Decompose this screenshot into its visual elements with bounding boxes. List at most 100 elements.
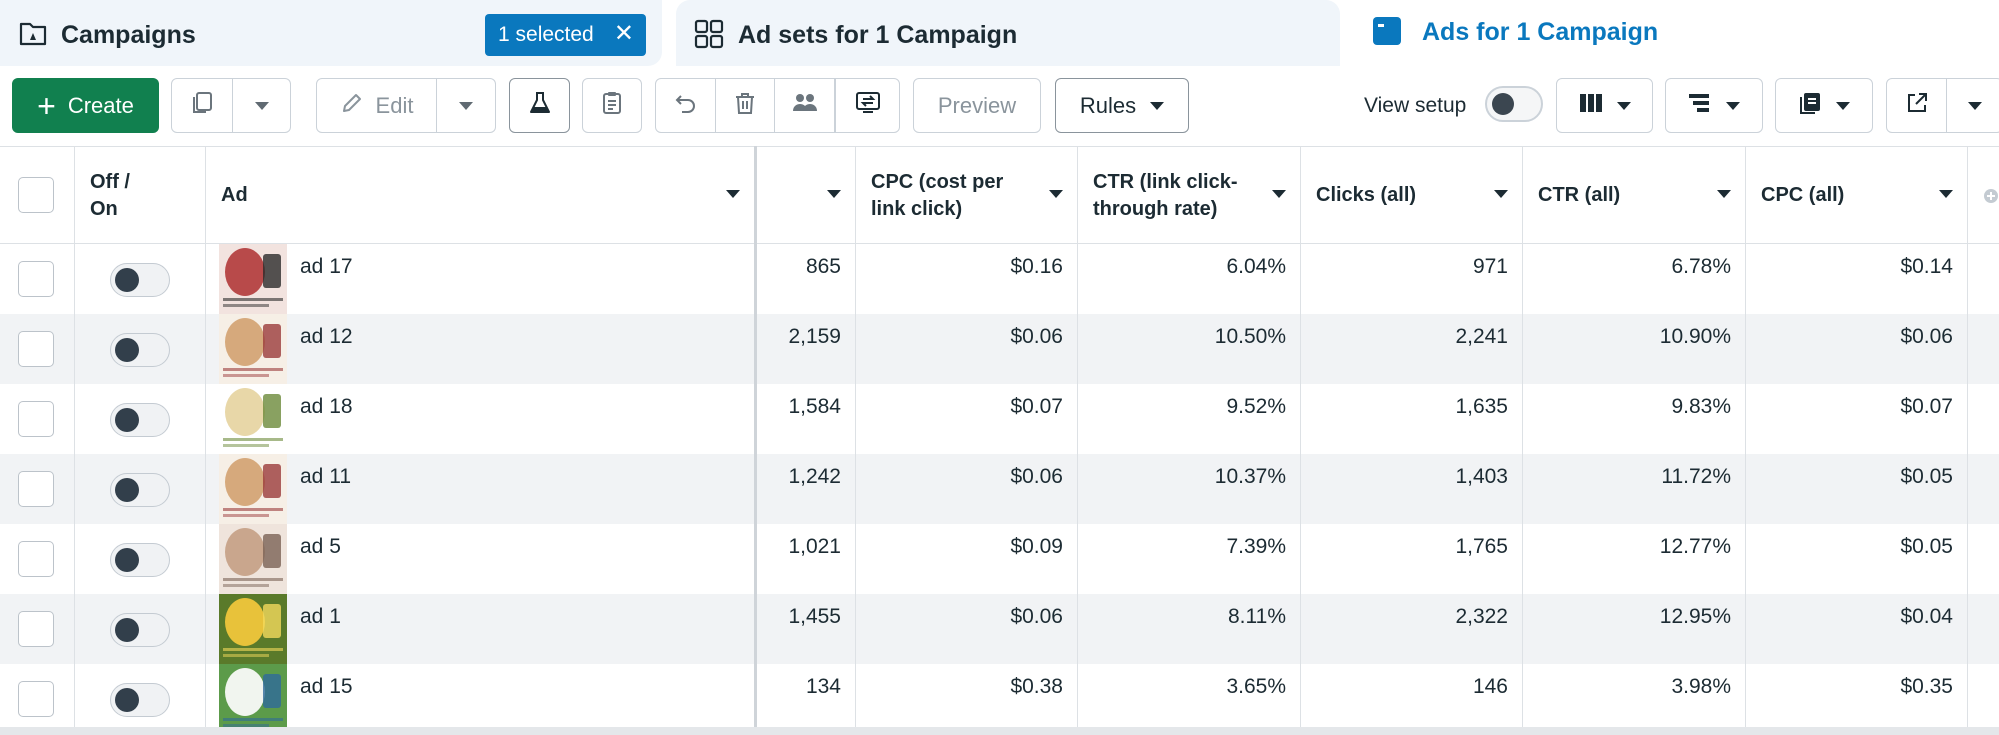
ad-thumbnail[interactable] xyxy=(219,594,287,664)
horizontal-scrollbar[interactable] xyxy=(0,727,1999,735)
row-checkbox[interactable] xyxy=(18,471,54,507)
table-row[interactable]: ad 12 2,159 $0.06 10.50% 2,241 10.90% $0.06 xyxy=(0,314,1999,384)
compare-button[interactable] xyxy=(835,78,900,133)
breakdown-button[interactable] xyxy=(1665,78,1763,133)
cell-ctr-link: 8.11% xyxy=(1228,605,1286,628)
ad-name-link[interactable]: ad 12 xyxy=(300,325,353,348)
header-off-on-line2: On xyxy=(90,197,118,220)
table-row[interactable]: ad 18 1,584 $0.07 9.52% 1,635 9.83% $0.07 xyxy=(0,384,1999,454)
header-ad[interactable]: Ad xyxy=(205,147,754,244)
ad-name-link[interactable]: ad 18 xyxy=(300,395,353,418)
ad-thumbnail[interactable] xyxy=(219,524,287,594)
cell-cpc-all: $0.07 xyxy=(1900,395,1953,418)
table-row[interactable]: ad 11 1,242 $0.06 10.37% 1,403 11.72% $0.05 xyxy=(0,454,1999,524)
header-cpc-all[interactable]: CPC (all) xyxy=(1745,147,1967,244)
header-off-on-line1: Off / xyxy=(90,170,130,193)
columns-button[interactable] xyxy=(1556,78,1653,133)
cell-clicks-all: 2,322 xyxy=(1455,605,1508,628)
reports-button[interactable] xyxy=(1775,78,1873,133)
ad-thumbnail[interactable] xyxy=(219,314,287,384)
preview-button[interactable]: Preview xyxy=(913,78,1041,133)
ad-name-link[interactable]: ad 11 xyxy=(300,465,351,488)
header-off-on[interactable]: Off / On xyxy=(74,147,205,244)
ad-status-toggle[interactable] xyxy=(110,543,170,577)
flag-folder-icon xyxy=(18,18,48,48)
cell-ctr-link: 10.37% xyxy=(1214,465,1286,488)
ad-status-toggle[interactable] xyxy=(110,403,170,437)
ad-name-link[interactable]: ad 17 xyxy=(300,255,353,278)
ad-status-toggle[interactable] xyxy=(110,613,170,647)
header-ad-label: Ad xyxy=(221,184,248,206)
export-button[interactable] xyxy=(1886,78,1947,133)
table-row[interactable]: ad 15 134 $0.38 3.65% 146 3.98% $0.35 xyxy=(0,664,1999,734)
select-all-checkbox[interactable] xyxy=(18,177,54,213)
table-row[interactable]: ad 17 865 $0.16 6.04% 971 6.78% $0.14 xyxy=(0,244,1999,314)
cell-cpc-link: $0.06 xyxy=(1010,325,1063,348)
chevron-down-icon xyxy=(1939,190,1953,198)
cell-cpc-all: $0.04 xyxy=(1900,605,1953,628)
cell-metric: 134 xyxy=(805,675,841,698)
column-divider xyxy=(74,146,75,735)
ad-thumbnail[interactable] xyxy=(219,454,287,524)
header-clicks-all[interactable]: Clicks (all) xyxy=(1300,147,1522,244)
audience-button[interactable] xyxy=(775,78,835,133)
table-row[interactable]: ad 5 1,021 $0.09 7.39% 1,765 12.77% $0.05 xyxy=(0,524,1999,594)
header-cpc-link[interactable]: CPC (cost per link click) xyxy=(855,147,1077,244)
ad-status-toggle[interactable] xyxy=(110,263,170,297)
export-dropdown[interactable] xyxy=(1947,78,1999,133)
tab-ad-sets[interactable]: Ad sets for 1 Campaign xyxy=(676,0,1340,66)
tab-ad-sets-label: Ad sets for 1 Campaign xyxy=(738,21,1018,49)
chevron-down-icon xyxy=(459,101,473,110)
rules-button[interactable]: Rules xyxy=(1055,78,1189,133)
chevron-down-icon xyxy=(1967,101,1982,110)
frozen-column-divider[interactable] xyxy=(754,146,757,735)
clear-selection-icon[interactable]: ✕ xyxy=(613,20,634,47)
row-checkbox[interactable] xyxy=(18,401,54,437)
tab-campaigns[interactable]: Campaigns 1 selected ✕ xyxy=(0,0,662,66)
tab-ads[interactable]: Ads for 1 Campaign xyxy=(1354,0,1999,66)
clipboard-button[interactable] xyxy=(582,78,642,133)
tab-campaigns-label: Campaigns xyxy=(61,21,196,49)
toggle-knob xyxy=(115,478,139,502)
column-divider xyxy=(1745,146,1746,735)
header-clicks-all-label: Clicks (all) xyxy=(1316,184,1417,206)
cell-metric: 1,242 xyxy=(788,465,841,488)
ad-thumbnail[interactable] xyxy=(219,244,287,314)
chevron-down-icon xyxy=(827,190,841,198)
header-ctr-link[interactable]: CTR (link click- through rate) xyxy=(1077,147,1300,244)
delete-button[interactable] xyxy=(716,78,775,133)
cell-ctr-all: 3.98% xyxy=(1671,675,1731,698)
row-checkbox[interactable] xyxy=(18,541,54,577)
create-button[interactable]: + Create xyxy=(12,78,159,133)
ad-name-link[interactable]: ad 5 xyxy=(300,535,341,558)
table-row[interactable]: ad 1 1,455 $0.06 8.11% 2,322 12.95% $0.04 xyxy=(0,594,1999,664)
ad-status-toggle[interactable] xyxy=(110,683,170,717)
edit-dropdown[interactable] xyxy=(437,78,496,133)
header-metric[interactable] xyxy=(757,147,855,244)
cell-cpc-link: $0.09 xyxy=(1010,535,1063,558)
trash-icon xyxy=(732,90,758,122)
toolbar: + Create Edit xyxy=(0,66,1999,146)
duplicate-dropdown[interactable] xyxy=(233,78,291,133)
ad-thumbnail[interactable] xyxy=(219,664,287,734)
edit-button[interactable]: Edit xyxy=(316,78,437,133)
duplicate-button[interactable] xyxy=(171,78,233,133)
add-column-button[interactable] xyxy=(1967,147,1999,244)
ad-name-link[interactable]: ad 15 xyxy=(300,675,353,698)
ad-status-toggle[interactable] xyxy=(110,333,170,367)
row-checkbox[interactable] xyxy=(18,681,54,717)
ad-name-link[interactable]: ad 1 xyxy=(300,605,341,628)
ad-thumbnail[interactable] xyxy=(219,384,287,454)
view-setup-toggle[interactable] xyxy=(1485,86,1543,122)
selected-badge[interactable]: 1 selected ✕ xyxy=(485,14,646,56)
undo-button[interactable] xyxy=(655,78,716,133)
header-ctr-all[interactable]: CTR (all) xyxy=(1522,147,1745,244)
cell-metric: 1,455 xyxy=(788,605,841,628)
ab-test-button[interactable] xyxy=(509,78,570,133)
ad-status-toggle[interactable] xyxy=(110,473,170,507)
cell-ctr-all: 10.90% xyxy=(1659,325,1731,348)
row-checkbox[interactable] xyxy=(18,261,54,297)
row-checkbox[interactable] xyxy=(18,611,54,647)
row-checkbox[interactable] xyxy=(18,331,54,367)
breakdown-icon xyxy=(1688,92,1712,120)
